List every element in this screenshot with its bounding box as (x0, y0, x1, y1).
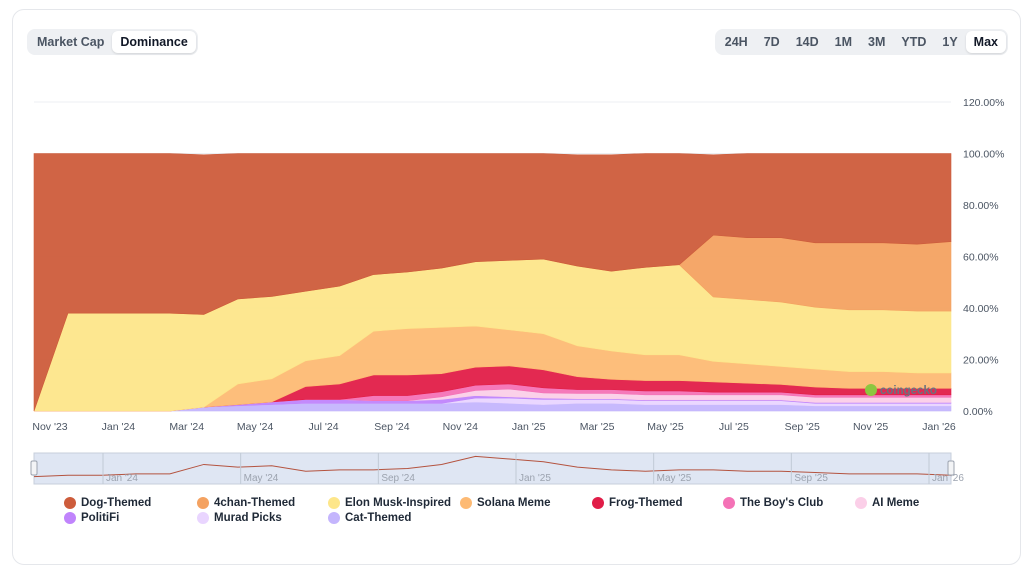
coingecko-watermark: coingecko (865, 384, 937, 397)
y-tick-label: 60.00% (963, 252, 999, 264)
view-dominance-button[interactable]: Dominance (112, 31, 196, 53)
range-1m-button[interactable]: 1M (834, 35, 852, 49)
navigator-tick-label: Jan '25 (519, 473, 551, 484)
x-tick-label: Sep '25 (785, 421, 820, 433)
navigator-right-handle[interactable] (947, 460, 955, 476)
legend-item-the-boy-s-club[interactable]: The Boy's Club (723, 497, 823, 509)
legend-item-murad-picks[interactable]: Murad Picks (197, 512, 282, 524)
legend-label: Solana Meme (477, 497, 551, 509)
legend-dot-icon (64, 497, 76, 509)
x-tick-label: Mar '24 (169, 421, 204, 433)
y-tick-label: 120.00% (963, 97, 1004, 109)
legend-item-cat-themed[interactable]: Cat-Themed (328, 512, 411, 524)
navigator-left-handle[interactable] (30, 460, 38, 476)
legend-dot-icon (460, 497, 472, 509)
range-1y-button[interactable]: 1Y (942, 35, 958, 49)
legend-dot-icon (197, 512, 209, 524)
legend-label: Dog-Themed (81, 497, 152, 509)
range-24h-button[interactable]: 24H (724, 35, 748, 49)
area-series-dog-themed (33, 153, 952, 412)
navigator-tick-label: Sep '25 (794, 473, 828, 484)
navigator-tick-label: Jan '26 (932, 473, 964, 484)
legend-item-politifi[interactable]: PolitiFi (64, 512, 119, 524)
coingecko-logo-icon (865, 384, 877, 396)
legend-item-frog-themed[interactable]: Frog-Themed (592, 497, 682, 509)
navigator-tick-label: Jan '24 (106, 473, 138, 484)
legend-label: Frog-Themed (609, 497, 683, 509)
y-tick-label: 100.00% (963, 149, 1004, 161)
legend-item-dog-themed[interactable]: Dog-Themed (64, 497, 151, 509)
x-tick-label: May '24 (237, 421, 274, 433)
view-market-cap-button[interactable]: Market Cap (37, 35, 105, 49)
y-tick-label: 80.00% (963, 200, 999, 212)
legend-label: AI Meme (872, 497, 920, 509)
navigator-tick-label: Sep '24 (381, 473, 415, 484)
y-tick-label: 0.00% (963, 406, 993, 418)
legend-dot-icon (855, 497, 867, 509)
legend-item-elon-musk-inspired[interactable]: Elon Musk-Inspired (328, 497, 451, 509)
x-tick-label: Sep '24 (374, 421, 409, 433)
x-tick-label: May '25 (647, 421, 684, 433)
y-tick-label: 40.00% (963, 303, 999, 315)
x-tick-label: Jan '25 (512, 421, 546, 433)
range-toggle: 24H 7D 14D 1M 3M YTD 1Y Max (714, 29, 1008, 55)
navigator-series (33, 455, 952, 478)
legend-label: 4chan-Themed (214, 497, 296, 509)
x-tick-label: Nov '25 (853, 421, 888, 433)
legend-item-ai-meme[interactable]: AI Meme (855, 497, 919, 509)
legend-dot-icon (723, 497, 735, 509)
x-tick-label: Jan '24 (102, 421, 136, 433)
legend-label: The Boy's Club (740, 497, 824, 509)
x-tick-label: Jul '24 (309, 421, 339, 433)
x-tick-label: Jan '26 (922, 421, 956, 433)
legend-dot-icon (197, 497, 209, 509)
legend-label: PolitiFi (81, 512, 120, 524)
legend-dot-icon (328, 497, 340, 509)
legend-item-4chan-themed[interactable]: 4chan-Themed (197, 497, 295, 509)
legend-dot-icon (328, 512, 340, 524)
legend-label: Elon Musk-Inspired (345, 497, 452, 509)
range-ytd-button[interactable]: YTD (901, 35, 927, 49)
range-3m-button[interactable]: 3M (868, 35, 886, 49)
legend-dot-icon (592, 497, 604, 509)
x-tick-label: Nov '24 (443, 421, 478, 433)
x-tick-label: Jul '25 (719, 421, 749, 433)
watermark-text: coingecko (880, 385, 937, 397)
x-tick-label: Nov '23 (32, 421, 67, 433)
x-tick-label: Mar '25 (580, 421, 615, 433)
legend-label: Cat-Themed (345, 512, 412, 524)
navigator-tick-label: May '25 (657, 473, 692, 484)
legend-item-solana-meme[interactable]: Solana Meme (460, 497, 551, 509)
range-max-button[interactable]: Max (965, 31, 1006, 53)
view-toggle: Market Cap Dominance (27, 29, 198, 55)
range-7d-button[interactable]: 7D (763, 35, 780, 49)
legend-dot-icon (64, 512, 76, 524)
legend-label: Murad Picks (214, 512, 282, 524)
range-14d-button[interactable]: 14D (795, 35, 819, 49)
y-tick-label: 20.00% (963, 355, 999, 367)
navigator-tick-label: May '24 (244, 473, 279, 484)
